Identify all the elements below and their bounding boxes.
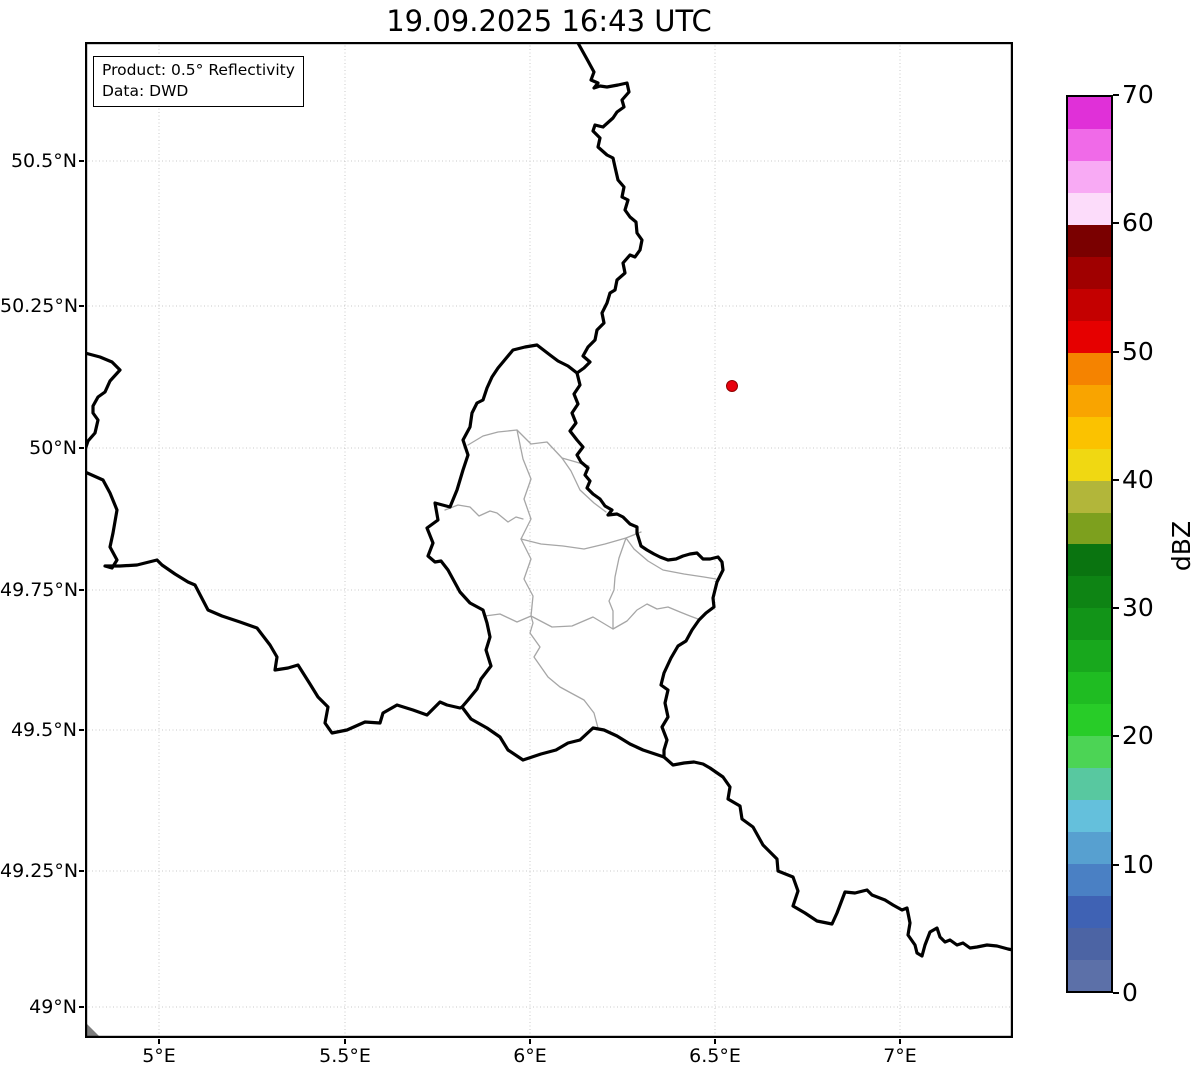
colorbar-tick-label: 20 <box>1122 721 1154 751</box>
canton-boundary-line <box>444 504 524 523</box>
y-axis-tick-mark <box>79 589 84 591</box>
colorbar-band <box>1068 799 1111 832</box>
canton-boundary-line <box>625 537 717 580</box>
colorbar-band <box>1068 448 1111 481</box>
colorbar-band <box>1068 480 1111 513</box>
product-label: Product: 0.5° Reflectivity <box>102 61 295 79</box>
x-axis-tick-mark <box>899 1039 901 1044</box>
y-axis-tick-mark <box>79 729 84 731</box>
colorbar-band <box>1068 512 1111 545</box>
colorbar-band <box>1068 575 1111 609</box>
y-axis-tick-mark <box>79 305 84 307</box>
canton-boundary-line <box>484 603 699 630</box>
colorbar-band <box>1068 639 1111 673</box>
colorbar-band <box>1068 352 1111 385</box>
y-axis-tick-mark <box>79 160 84 162</box>
canton-boundary-line <box>516 429 599 729</box>
x-axis-tick-mark <box>158 1039 160 1044</box>
colorbar-tick-mark <box>1113 863 1119 866</box>
colorbar-tick-label: 30 <box>1122 593 1154 623</box>
x-axis-tick-label: 6.5°E <box>689 1045 741 1067</box>
country-border-line <box>425 343 579 709</box>
colorbar-tick-label: 60 <box>1122 208 1154 238</box>
colorbar-band <box>1068 607 1111 641</box>
x-axis-tick-label: 7°E <box>883 1045 917 1067</box>
y-axis-tick-label: 50.25°N <box>0 295 79 317</box>
colorbar-band <box>1068 128 1111 162</box>
figure-title: 19.09.2025 16:43 UTC <box>386 4 712 38</box>
colorbar-band <box>1068 320 1111 353</box>
colorbar-tick-mark <box>1113 735 1119 738</box>
colorbar-bands <box>1068 97 1111 992</box>
canton-boundary-line <box>608 537 627 630</box>
colorbar-band <box>1068 416 1111 449</box>
x-axis-tick-label: 5.5°E <box>319 1045 371 1067</box>
colorbar-tick-mark <box>1113 222 1119 225</box>
composite-edge-patch <box>85 1022 101 1038</box>
colorbar-band <box>1068 288 1111 321</box>
map-plot-area: Product: 0.5° Reflectivity Data: DWD <box>85 42 1013 1038</box>
y-axis-tick-label: 49.75°N <box>0 579 79 601</box>
country-border-line <box>568 371 725 759</box>
data-source-label: Data: DWD <box>102 82 189 100</box>
colorbar-tick-mark <box>1113 350 1119 353</box>
x-axis-tick-label: 6°E <box>513 1045 547 1067</box>
y-axis-tick-label: 50°N <box>29 437 77 459</box>
colorbar-band <box>1068 256 1111 290</box>
colorbar-band <box>1068 959 1111 992</box>
colorbar-band <box>1068 863 1111 896</box>
y-axis-tick-label: 49.5°N <box>10 719 77 741</box>
y-axis-tick-label: 49°N <box>29 996 77 1018</box>
y-axis-tick-mark <box>79 1006 84 1008</box>
colorbar-band <box>1068 192 1111 226</box>
y-axis-tick-mark <box>79 447 84 449</box>
colorbar-tick-mark <box>1113 992 1119 994</box>
colorbar-band <box>1068 97 1111 130</box>
colorbar-band <box>1068 831 1111 864</box>
country-border-line <box>85 470 464 735</box>
map-canvas <box>85 42 1013 1038</box>
country-border-line <box>575 42 644 375</box>
y-axis-tick-mark <box>79 870 84 872</box>
x-axis-tick-mark <box>714 1039 716 1044</box>
colorbar-band <box>1068 703 1111 737</box>
x-axis-tick-mark <box>344 1039 346 1044</box>
colorbar-tick-mark <box>1113 94 1119 96</box>
colorbar-band <box>1068 735 1111 768</box>
colorbar-axis-label: dBZ <box>1167 520 1196 572</box>
canton-boundary-line <box>561 457 607 513</box>
colorbar-band <box>1068 224 1111 258</box>
country-border-line <box>85 351 122 452</box>
country-border-line <box>460 705 666 762</box>
x-axis-tick-mark <box>529 1039 531 1044</box>
plot-frame <box>85 42 1013 1038</box>
colorbar <box>1066 95 1113 993</box>
colorbar-band <box>1068 671 1111 705</box>
colorbar-tick-label: 40 <box>1122 464 1154 494</box>
colorbar-tick-label: 70 <box>1122 80 1154 109</box>
colorbar-band <box>1068 927 1111 960</box>
canton-boundary-line <box>467 429 590 467</box>
colorbar-tick-mark <box>1113 478 1119 481</box>
radar-site-marker <box>726 380 738 392</box>
colorbar-tick-label: 50 <box>1122 336 1154 366</box>
x-axis-tick-label: 5°E <box>142 1045 176 1067</box>
product-annotation-box: Product: 0.5° Reflectivity Data: DWD <box>93 56 304 107</box>
y-axis-tick-label: 49.25°N <box>0 860 79 882</box>
colorbar-band <box>1068 767 1111 800</box>
colorbar-band <box>1068 160 1111 194</box>
colorbar-band <box>1068 895 1111 928</box>
y-axis-tick-label: 50.5°N <box>10 150 77 172</box>
country-border-line <box>662 755 1013 958</box>
colorbar-band <box>1068 544 1111 577</box>
colorbar-tick-label: 10 <box>1122 849 1154 879</box>
colorbar-band <box>1068 384 1111 417</box>
colorbar-tick-mark <box>1113 607 1119 610</box>
colorbar-tick-label: 0 <box>1122 978 1138 1007</box>
